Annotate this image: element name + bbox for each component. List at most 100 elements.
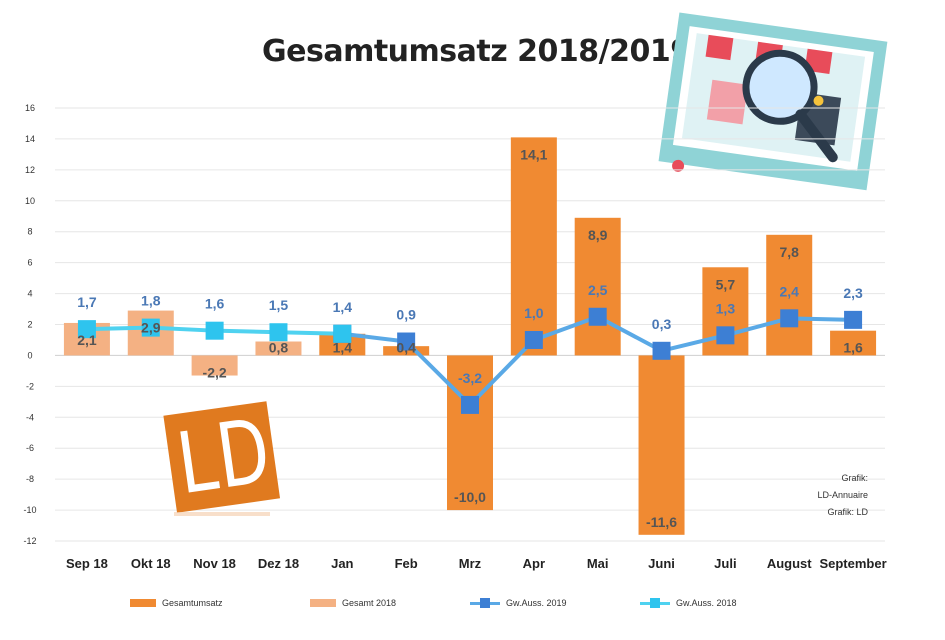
x-tick-label: Dez 18: [258, 556, 299, 571]
legend-item: Gw.Auss. 2018: [640, 593, 737, 613]
x-tick-label: September: [819, 556, 886, 571]
point-label: 2,5: [588, 282, 608, 298]
series-marker: [397, 332, 416, 351]
bar-label: 5,7: [716, 276, 736, 292]
shop-magnifier-icon: [658, 12, 888, 191]
bar-label: 1,6: [843, 339, 863, 355]
bar: [510, 137, 557, 356]
y-tick-label: 16: [25, 103, 35, 113]
legend-item: Gesamt 2018: [310, 593, 396, 613]
legend-swatch: [130, 599, 156, 607]
legend-label: Gw.Auss. 2019: [506, 598, 567, 608]
x-tick-label: Nov 18: [193, 556, 236, 571]
x-tick-label: Sep 18: [66, 556, 108, 571]
x-tick-label: August: [767, 556, 812, 571]
bar-label: -11,6: [646, 514, 677, 530]
y-tick-label: 12: [25, 165, 35, 175]
point-label: 2,4: [779, 283, 799, 299]
y-axis-ticks: -12 -10 -8 -6 -4 -2 0 2 4 6 8 10 12 14 16: [23, 103, 36, 546]
y-tick-label: 4: [27, 289, 32, 299]
series-marker: [461, 395, 479, 414]
ld-logo-icon: [163, 401, 281, 516]
series-marker: [844, 310, 863, 329]
data-labels: 1,4 0,4 -10,0 14,1 8,9 -11,6 5,7 7,8 1,6 2,1 2,9 -2…: [77, 146, 863, 529]
bar: [319, 333, 366, 356]
x-tick-label: Apr: [523, 556, 545, 571]
bar-label: 2,9: [141, 320, 161, 336]
series-marker: [205, 321, 224, 340]
series-marker: [524, 330, 543, 349]
y-tick-label: -8: [26, 474, 34, 484]
series-marker: [652, 341, 671, 360]
y-tick-label: -10: [23, 505, 36, 515]
bar-label: 2,1: [77, 332, 97, 348]
point-label: 1,8: [141, 293, 161, 309]
bars: [63, 137, 877, 535]
legend-swatch: [470, 596, 500, 610]
bar: [830, 330, 877, 356]
y-tick-label: 10: [25, 196, 35, 206]
x-tick-label: Jan: [331, 556, 353, 571]
y-tick-label: 6: [27, 258, 32, 268]
series-marker: [77, 320, 96, 339]
point-label: 0,9: [396, 307, 416, 323]
series-marker: [716, 326, 735, 345]
y-tick-label: 0: [27, 350, 32, 360]
legend-item: Gesamtumsatz: [130, 593, 223, 613]
bar-label: 0,8: [269, 339, 289, 355]
source-line: Grafik: LD: [827, 507, 868, 517]
x-tick-label: Mrz: [459, 556, 482, 571]
x-tick-label: Mai: [587, 556, 609, 571]
bar: [447, 355, 493, 511]
x-axis-ticks: Sep 18 Okt 18 Nov 18 Dez 18 Jan Feb Mrz Apr Mai J…: [66, 556, 887, 571]
bar-label: -2,2: [203, 364, 227, 380]
point-label: 1,6: [205, 296, 225, 312]
point-label: 1,4: [333, 299, 353, 315]
point-label: -3,2: [458, 370, 482, 386]
x-tick-label: Juli: [714, 556, 736, 571]
x-tick-label: Feb: [395, 556, 418, 571]
bar: [638, 355, 685, 535]
legend-item: Gw.Auss. 2019: [470, 593, 567, 613]
bar: [383, 346, 430, 356]
bar-label: 1,4: [333, 339, 353, 355]
source-line: LD-Annuaire: [817, 490, 868, 500]
legend-swatch: [640, 596, 670, 610]
y-tick-label: -6: [26, 443, 34, 453]
point-label: 0,3: [652, 316, 672, 332]
bar-label: 14,1: [520, 146, 547, 162]
bar-label: 0,4: [396, 339, 416, 355]
series-marker: [269, 323, 288, 342]
series-marker: [780, 309, 799, 328]
y-tick-label: 8: [27, 227, 32, 237]
bar: [766, 234, 813, 356]
y-tick-label: -4: [26, 412, 34, 422]
y-tick-label: 14: [25, 134, 35, 144]
x-tick-label: Okt 18: [131, 556, 171, 571]
legend-label: Gw.Auss. 2018: [676, 598, 737, 608]
bar: [191, 355, 238, 376]
point-label: 2,3: [843, 285, 863, 301]
point-label: 1,0: [524, 305, 544, 321]
bar: [574, 217, 621, 356]
bar-label: 7,8: [779, 244, 799, 260]
series-marker: [588, 307, 607, 326]
point-label: 1,5: [269, 297, 289, 313]
legend-swatch: [310, 599, 336, 607]
y-tick-label: -12: [23, 536, 36, 546]
point-label: 1,3: [716, 300, 736, 316]
x-tick-label: Juni: [648, 556, 675, 571]
series-marker: [141, 318, 160, 337]
chart-title: Gesamtumsatz 2018/2019: [262, 34, 691, 69]
legend-label: Gesamt 2018: [342, 598, 397, 608]
bar: [255, 341, 302, 356]
source-line: Grafik:: [841, 473, 868, 483]
source-annotation: Grafik: LD-Annuaire Grafik: LD: [790, 470, 868, 521]
point-label: 1,7: [77, 294, 97, 310]
y-tick-label: -2: [26, 381, 34, 391]
series-markers: [77, 307, 863, 414]
bar-label: 8,9: [588, 227, 608, 243]
y-tick-label: 2: [27, 320, 32, 330]
